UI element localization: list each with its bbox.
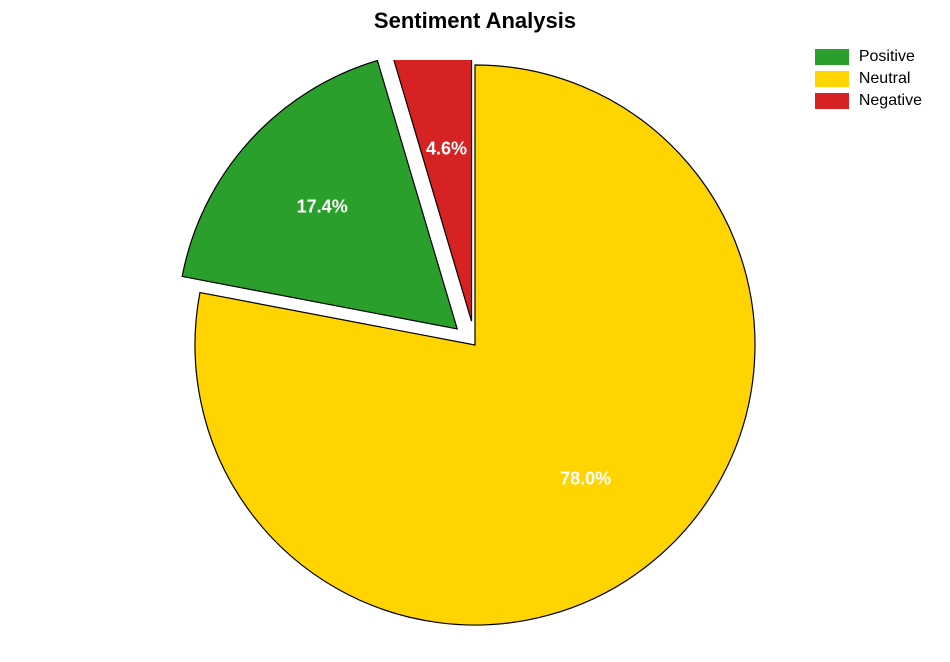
pie-chart: 78.0% 17.4% 4.6% [180,60,770,650]
slice-label: 78.0% [560,468,611,489]
legend-label-neutral: Neutral [859,70,911,88]
slice-label: 4.6% [426,139,467,160]
legend: Positive Neutral Negative [815,48,922,114]
slice-label: 17.4% [297,196,348,217]
legend-label-negative: Negative [859,92,922,110]
chart-title: Sentiment Analysis [0,8,950,34]
legend-item-positive: Positive [815,48,922,66]
legend-swatch-positive [815,49,849,65]
legend-item-neutral: Neutral [815,70,922,88]
legend-swatch-negative [815,93,849,109]
legend-label-positive: Positive [859,48,915,66]
legend-item-negative: Negative [815,92,922,110]
legend-swatch-neutral [815,71,849,87]
